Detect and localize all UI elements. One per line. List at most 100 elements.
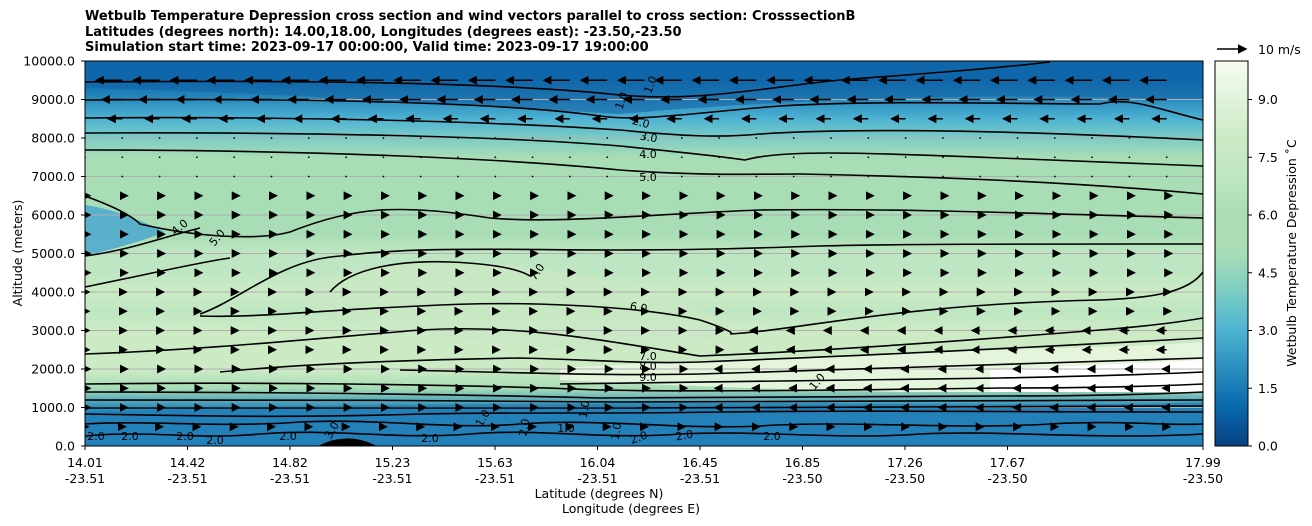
y-tick-label: 0.0	[55, 439, 75, 454]
title-line-3: Simulation start time: 2023-09-17 00:00:…	[85, 40, 649, 55]
contour-line	[559, 371, 1203, 385]
wind-vector	[1165, 156, 1168, 159]
wind-vector	[569, 137, 571, 139]
x-tick-label-lat: 17.99	[1185, 455, 1221, 470]
contour-label: 2.0	[87, 430, 105, 443]
wind-vector	[718, 137, 720, 139]
contour-label: 1.0	[609, 422, 625, 441]
wind-vector	[792, 175, 795, 178]
y-tick-label: 4000.0	[31, 285, 75, 300]
title-line-2: Latitudes (degrees north): 14.00,18.00, …	[85, 24, 682, 40]
wind-vector	[158, 156, 161, 159]
wind-vector	[307, 156, 310, 159]
y-tick-label: 7000.0	[31, 169, 75, 184]
wind-vector	[233, 137, 236, 139]
contour-line	[85, 132, 1203, 167]
wind-vector	[457, 175, 459, 178]
contour-label-text: 3.0	[639, 130, 658, 146]
wind-vector	[942, 156, 944, 159]
wind-vector	[1016, 175, 1019, 178]
wind-vector	[494, 156, 497, 159]
colorbar-tick-label: 1.5	[1258, 381, 1278, 396]
x-tick-label-lon: -23.51	[680, 471, 720, 486]
x-tick-label-lat: 17.26	[887, 455, 923, 470]
x-tick-label-lon: -23.50	[782, 471, 822, 486]
wind-vector	[979, 156, 982, 159]
y-tick-label: 5000.0	[31, 246, 75, 261]
wind-vector	[419, 156, 422, 159]
contour-label-text: 2.0	[628, 429, 649, 447]
wind-vector	[345, 156, 347, 159]
contour-line	[85, 399, 1203, 403]
x-tick-label-lat: 16.04	[580, 455, 616, 470]
contour-label: 2.0	[206, 434, 224, 447]
contour-line	[85, 410, 1203, 418]
wind-vector	[606, 175, 609, 178]
contour-label: 2.0	[628, 429, 649, 447]
wind-vector	[121, 156, 124, 159]
contour-label-text: 4.0	[639, 148, 657, 161]
wind-vector	[904, 137, 907, 139]
contour-label-text: 2.0	[87, 430, 105, 443]
wind-vector	[345, 137, 347, 139]
colorbar-tick-label: 3.0	[1258, 323, 1278, 338]
contour-label-text: 2.0	[206, 434, 224, 447]
wind-vector	[307, 137, 310, 139]
wind-vector	[792, 156, 795, 159]
wind-vector	[755, 137, 758, 139]
x-tick-label-lon: -23.50	[885, 471, 925, 486]
x-axis: 14.01-23.5114.42-23.5114.82-23.5115.23-2…	[65, 446, 1223, 486]
y-tick-label: 6000.0	[31, 208, 75, 223]
x-axis-label-latitude: Latitude (degrees N)	[535, 486, 664, 501]
wind-vector	[680, 156, 683, 159]
x-tick-label-lat: 16.85	[785, 455, 821, 470]
colorbar-tick-label: 6.0	[1258, 208, 1278, 223]
y-tick-label: 1000.0	[31, 400, 75, 415]
contour-line	[85, 257, 231, 288]
wind-vector	[755, 175, 758, 178]
wind-vector	[1053, 175, 1056, 178]
wind-vector	[904, 175, 907, 178]
contour-line	[85, 98, 1203, 121]
colorbar-tick-label: 0.0	[1258, 439, 1278, 454]
wind-vector	[1016, 137, 1019, 139]
wind-vector	[904, 156, 907, 159]
wind-vector	[531, 175, 534, 178]
wind-vector	[345, 175, 347, 178]
x-tick-label-lon: -23.51	[65, 471, 105, 486]
wind-vector	[979, 175, 982, 178]
contour-line	[85, 149, 1203, 195]
wind-vector	[867, 137, 870, 139]
x-tick-label-lat: 14.42	[170, 455, 206, 470]
x-tick-label-lat: 15.23	[375, 455, 411, 470]
wind-vector	[792, 137, 795, 139]
y-axis: 0.0 1000.0 2000.0 3000.0 4000.0 5000.0 6000.0 7…	[23, 54, 85, 454]
wind-vector	[196, 175, 198, 178]
colorbar-tick-label: 7.5	[1258, 150, 1278, 165]
wind-vector	[121, 137, 124, 139]
contour-label-text: 1.0	[577, 400, 593, 419]
title-line-1: Wetbulb Temperature Depression cross sec…	[85, 9, 856, 24]
wind-vector	[270, 156, 273, 159]
contour-label-text: 9.0	[639, 371, 657, 384]
wind-vector	[419, 175, 422, 178]
wind-vector	[867, 175, 870, 178]
wind-vector	[419, 137, 422, 139]
contour-label-text: 2.0	[675, 428, 694, 444]
x-tick-label-lat: 16.45	[682, 455, 718, 470]
wind-vector	[979, 137, 982, 139]
wind-vector	[1128, 175, 1131, 178]
x-tick-label-lat: 15.63	[477, 455, 513, 470]
x-tick-label-lon: -23.50	[1183, 471, 1223, 486]
contour-label-text: 2.0	[176, 430, 194, 443]
wind-vector	[1091, 137, 1093, 139]
wind-vector	[830, 175, 832, 178]
wind-vector	[1128, 137, 1131, 139]
wind-vector	[531, 137, 534, 139]
wind-vector	[158, 175, 161, 178]
wind-key-label: 10 m/s	[1258, 42, 1301, 57]
wind-vector	[196, 156, 198, 159]
x-tick-label-lon: -23.51	[577, 471, 617, 486]
plot-area: 1.01.02.03.04.05.04.0 5.07.06.07.08.09.0 1…	[85, 61, 1203, 447]
contour-line	[399, 357, 1203, 376]
